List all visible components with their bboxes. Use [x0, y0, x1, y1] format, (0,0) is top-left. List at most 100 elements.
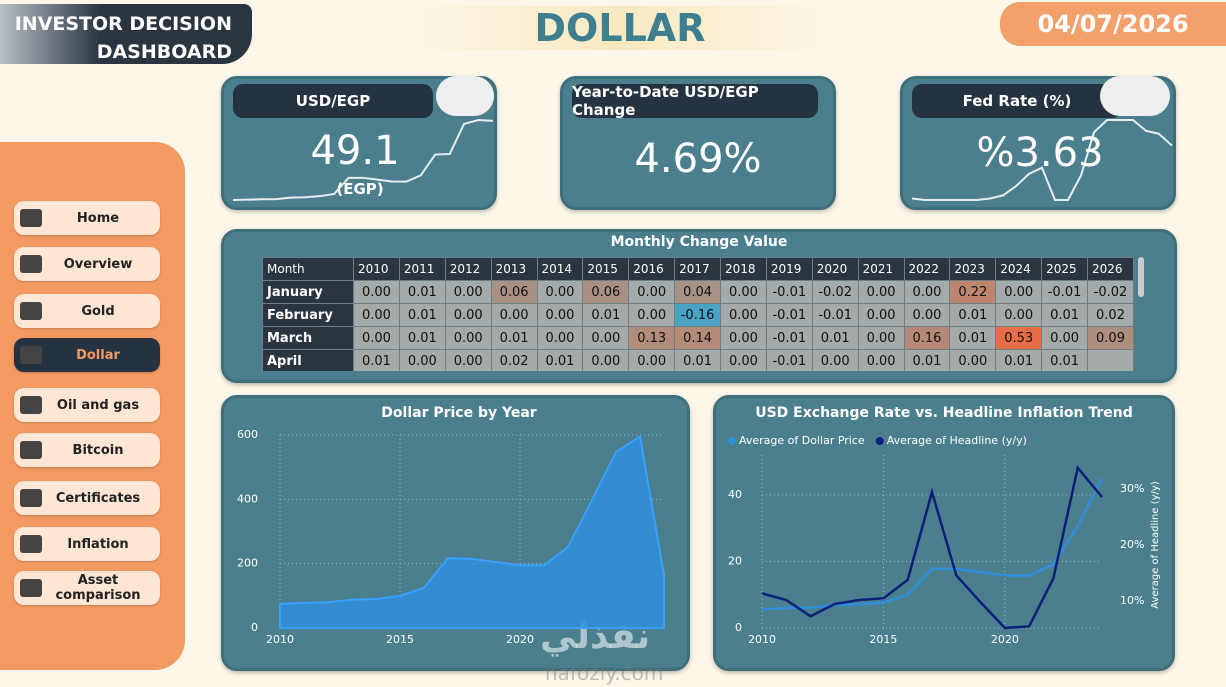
x-tick-label: 2020 — [506, 633, 534, 646]
cell: -0.01 — [765, 280, 813, 304]
nav-button[interactable]: Overview — [14, 247, 160, 281]
nav-icon — [20, 489, 42, 507]
cell — [1087, 349, 1134, 371]
cell: 0.13 — [628, 326, 676, 350]
nav-label: Oil and gas — [56, 397, 140, 413]
column-header: 2016 — [628, 257, 676, 281]
sparkline — [232, 118, 494, 201]
cell: 0.00 — [582, 326, 630, 350]
nav-label: Inflation — [67, 536, 129, 552]
cell: 0.04 — [674, 280, 721, 304]
x-tick-label: 2015 — [386, 633, 414, 646]
kpi-value: 4.69% — [634, 136, 762, 182]
cell: 0.09 — [1087, 326, 1134, 350]
cell: 0.06 — [582, 280, 630, 304]
cell: 0.02 — [1087, 303, 1134, 327]
month-cell: April — [262, 349, 354, 371]
header-title: INVESTOR DECISION DASHBOARD — [15, 10, 232, 66]
cell: 0.00 — [353, 326, 400, 350]
y-tick-label: 400 — [237, 492, 258, 505]
x-tick-label: 2015 — [869, 633, 897, 646]
kpi-label: Fed Rate (%) — [912, 84, 1122, 118]
kpi-label: Year-to-Date USD/EGP Change — [572, 83, 818, 119]
cell: 0.00 — [720, 280, 767, 304]
cell: 0.01 — [1041, 303, 1088, 327]
month-cell: January — [262, 280, 354, 304]
y-tick-label: 0 — [735, 621, 742, 634]
y2-axis-label: Average of Headline (y/y) — [1150, 481, 1161, 609]
cell: 0.00 — [857, 280, 905, 304]
cell: -0.16 — [674, 303, 721, 327]
y-tick-label: 0 — [251, 621, 258, 634]
scrollbar[interactable] — [1138, 257, 1144, 297]
x-tick-label: 2020 — [991, 633, 1019, 646]
cell: 0.01 — [1041, 349, 1088, 371]
column-header: 2019 — [765, 257, 813, 281]
table-viewport: Month 2010 2011 2012 2013 2014 2015 2016 2017 201… — [262, 257, 1134, 371]
legend-label: Average of Headline (y/y) — [887, 434, 1027, 447]
nav-button[interactable]: Gold — [14, 294, 160, 328]
cell: 0.00 — [398, 349, 446, 371]
y2-tick-label: 30% — [1120, 482, 1144, 495]
area — [279, 434, 665, 629]
cell: -0.01 — [811, 303, 859, 327]
cell: -0.01 — [765, 349, 813, 371]
cell: 0.00 — [444, 326, 492, 350]
cell: 0.00 — [811, 349, 859, 371]
cell: 0.01 — [536, 349, 584, 371]
cell: 0.01 — [398, 280, 446, 304]
column-header: 2026 — [1087, 257, 1134, 281]
page-title: DOLLAR — [400, 6, 840, 50]
column-header: 2012 — [444, 257, 492, 281]
line — [761, 465, 1103, 630]
nav-button[interactable]: Certificates — [14, 481, 160, 515]
kpi-icon — [436, 76, 494, 116]
column-header: 2023 — [949, 257, 997, 281]
nav-icon — [20, 579, 42, 597]
nav-icon — [20, 346, 42, 364]
x-tick-label: 2010 — [748, 633, 776, 646]
cell: 0.01 — [674, 349, 721, 371]
nav-icon — [20, 255, 42, 273]
cell: 0.00 — [444, 280, 492, 304]
y-tick-label: 20 — [728, 554, 742, 567]
header-title-box: INVESTOR DECISION DASHBOARD — [0, 4, 252, 64]
cell: 0.00 — [903, 280, 951, 304]
nav-button[interactable]: Asset comparison — [14, 571, 160, 605]
nav-label: Certificates — [55, 490, 141, 506]
nav-button[interactable]: Bitcoin — [14, 433, 160, 467]
cell: 0.01 — [995, 349, 1043, 371]
kpi-label: USD/EGP — [233, 84, 433, 118]
kpi-icon — [1100, 76, 1170, 116]
column-header: 2013 — [490, 257, 538, 281]
cell: 0.00 — [628, 349, 676, 371]
cell: 0.00 — [353, 280, 400, 304]
cell: 0.00 — [582, 349, 630, 371]
legend-marker — [875, 437, 884, 445]
cell: 0.16 — [903, 326, 951, 350]
nav-label: Home — [76, 210, 120, 226]
nav-button[interactable]: Oil and gas — [14, 388, 160, 422]
nav-icon — [20, 396, 42, 414]
cell: 0.00 — [444, 349, 492, 371]
legend-label: Average of Dollar Price — [739, 434, 865, 447]
nav-button[interactable]: Dollar — [14, 338, 160, 372]
x-tick-label: 2010 — [266, 633, 294, 646]
sparkline-box — [911, 119, 1173, 201]
y2-tick-label: 10% — [1120, 594, 1144, 607]
column-header: 2024 — [995, 257, 1043, 281]
cell: 0.01 — [949, 326, 997, 350]
table-title: Monthly Change Value — [610, 234, 788, 250]
nav-label: Bitcoin — [72, 442, 124, 458]
cell: 0.01 — [903, 349, 951, 371]
nav-button[interactable]: Inflation — [14, 527, 160, 561]
watermark: nafozly.com — [545, 661, 663, 685]
cell: -0.02 — [1087, 280, 1134, 304]
cell: 0.00 — [536, 326, 584, 350]
y2-tick-label: 20% — [1120, 538, 1144, 551]
nav-icon — [20, 302, 42, 320]
nav-button[interactable]: Home — [14, 201, 160, 235]
cell: 0.00 — [857, 349, 905, 371]
column-header: 2014 — [536, 257, 584, 281]
